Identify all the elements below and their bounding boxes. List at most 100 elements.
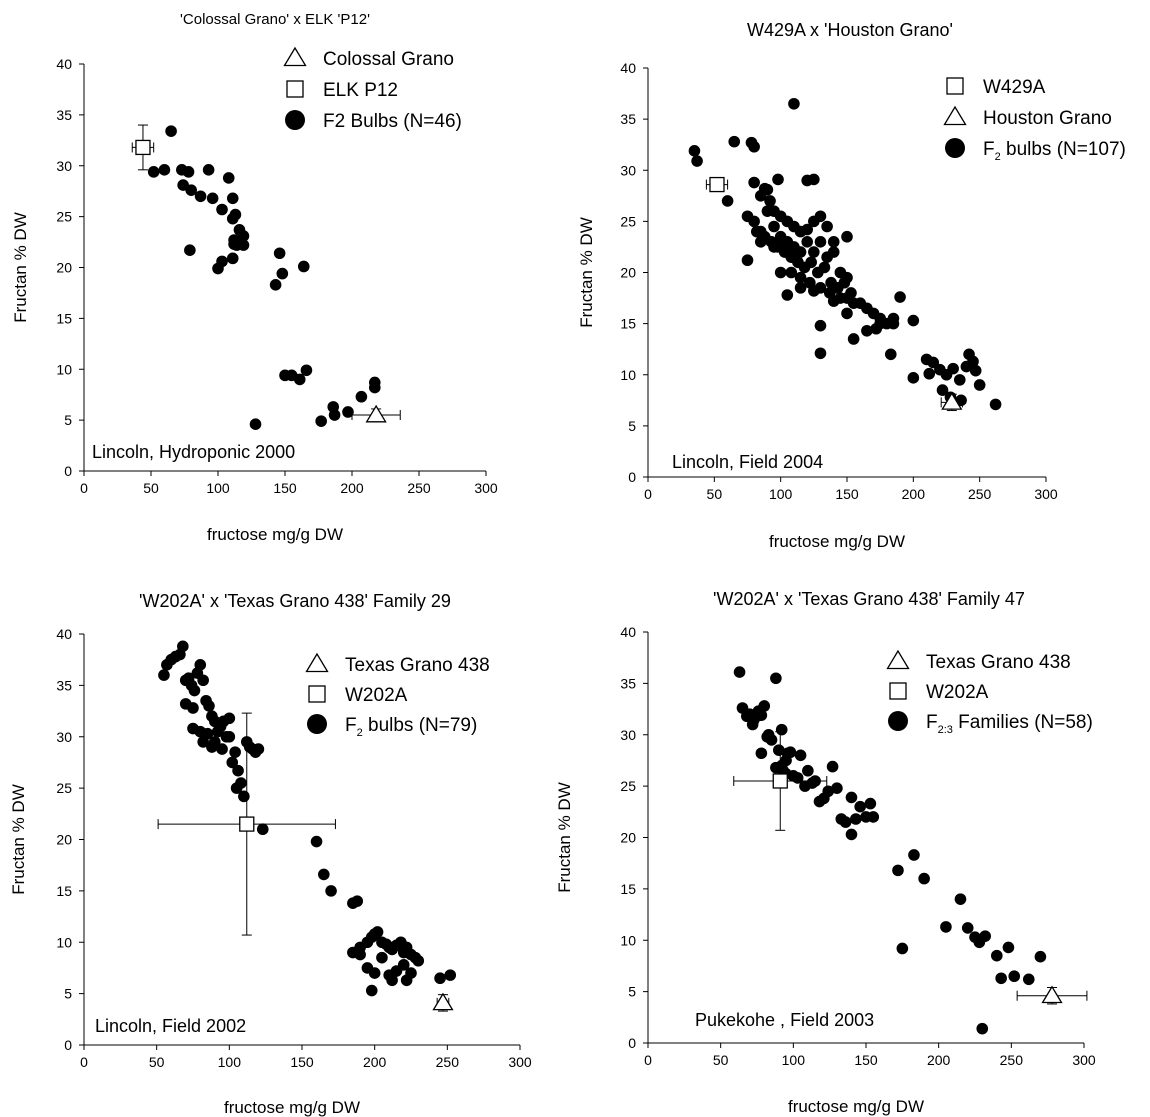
legend-label: F2:3 Families (N=58) [926, 712, 1093, 736]
f2-data-point [444, 969, 457, 981]
f2-data-point [222, 172, 235, 184]
parent-marker-colossal-grano [351, 404, 401, 423]
y-tick-label: 5 [628, 418, 636, 434]
x-tick-label: 250 [968, 486, 992, 502]
y-tick-label: 20 [620, 830, 636, 846]
x-axis-label: fructose mg/g DW [788, 1097, 924, 1116]
f2-data-point [748, 176, 760, 189]
f2-data-point [276, 267, 289, 280]
x-tick-label: 50 [707, 486, 723, 502]
f2-data-point [194, 659, 207, 671]
legend-label-suffix: Families (N=58) [953, 712, 1093, 733]
y-tick-label: 15 [56, 883, 72, 899]
f2-data-point [293, 373, 306, 386]
legend-label-text: F [926, 712, 938, 733]
y-tick-label: 25 [56, 209, 72, 225]
y-tick-label: 15 [620, 881, 636, 897]
y-tick-label: 20 [56, 832, 72, 848]
f2-data-point [805, 256, 817, 269]
f2-data-point [746, 718, 759, 731]
x-tick-label: 200 [363, 1054, 387, 1070]
site-annotation: Lincoln, Field 2002 [95, 1016, 246, 1036]
f2-data-point [1022, 973, 1035, 986]
legend-label: W202A [345, 685, 408, 706]
y-tick-label: 15 [56, 310, 72, 326]
f2-data-point [839, 816, 852, 828]
f2-data-point [976, 1022, 989, 1035]
legend-label-text: Colossal Grano [323, 49, 454, 70]
f2-data-point [376, 951, 388, 964]
f2-data-point [371, 926, 384, 938]
f2-data-point [300, 364, 313, 377]
chart-panel-4: 'W202A' x 'Texas Grano 438' Family 47 0 5 1… [555, 589, 1096, 1116]
f2-data-point [908, 849, 920, 861]
legend-label-text: F [983, 139, 995, 160]
y-tick-label: 35 [56, 677, 72, 693]
legend-label: Texas Grano 438 [345, 655, 490, 676]
x-tick-label: 150 [273, 480, 297, 496]
f2-data-point [995, 972, 1007, 985]
f2-data-point [216, 255, 228, 268]
f2-data-point [252, 743, 265, 755]
f2-data-point [688, 145, 701, 157]
legend: Colossal Grano ELK P12 F2 Bulbs (N=46) [283, 46, 462, 132]
f2-data-point [754, 236, 767, 248]
f2-data-point [351, 895, 364, 907]
f2-data-point [1002, 941, 1015, 954]
f2-data-point [185, 184, 197, 196]
chart-title: 'W202A' x 'Texas Grano 438' Family 29 [139, 591, 451, 611]
f2-data-point [256, 823, 269, 836]
f2-data-point [870, 322, 882, 335]
f2-data-point [973, 379, 986, 391]
f2-data-point [892, 864, 904, 877]
f2-data-point [197, 736, 209, 748]
f2-data-point [907, 372, 920, 384]
legend-label-text: Houston Grano [983, 108, 1112, 129]
f2-data-point [741, 254, 754, 267]
legend: W429A Houston Grano F2 bulbs (N=107) [943, 77, 1126, 163]
y-tick-label: 40 [620, 624, 636, 640]
f2-data-point [197, 674, 209, 687]
x-tick-label: 150 [290, 1054, 314, 1070]
f2-data-point [365, 984, 378, 997]
f2-data-point [991, 949, 1003, 962]
square-marker [135, 139, 151, 156]
f2-data-point [229, 208, 242, 221]
x-tick-label: 200 [927, 1052, 951, 1068]
x-tick-label: 250 [407, 480, 431, 496]
parent-marker-texas-grano-438 [1016, 985, 1088, 1005]
f2-data-point [788, 97, 800, 110]
f2-data-point [822, 785, 835, 798]
chart-panel-3: 'W202A' x 'Texas Grano 438' Family 29 0 5 1… [9, 591, 532, 1117]
f2-data-point [328, 409, 341, 421]
x-tick-label: 100 [206, 480, 230, 496]
f2-data-point [814, 319, 827, 332]
legend-label: W202A [926, 682, 989, 703]
f2-data-point [755, 709, 768, 722]
f2-data-point [1008, 970, 1021, 983]
f2-data-point [206, 192, 219, 205]
y-axis-label: Fructan % DW [9, 784, 28, 895]
f2-data-point [801, 174, 813, 187]
f2-data-point [184, 244, 196, 257]
f2-data-point [818, 261, 831, 274]
x-tick-label: 250 [1000, 1052, 1024, 1068]
y-tick-label: 30 [56, 158, 72, 174]
f2-data-point [386, 974, 398, 987]
parent-marker-houston-grano [940, 392, 963, 412]
legend-circle-icon [307, 714, 327, 734]
f2-data-point [412, 954, 425, 967]
f2-data-point [979, 930, 991, 942]
f2-data-point [794, 271, 807, 284]
parent-marker-texas-grano-438 [432, 992, 454, 1012]
x-tick-label: 100 [782, 1052, 806, 1068]
f2-data-point [887, 312, 900, 325]
f2-data-point [232, 764, 244, 777]
f2-data-point [861, 324, 873, 337]
x-tick-label: 300 [1072, 1052, 1096, 1068]
f2-data-point [249, 418, 262, 430]
f2-data-point [961, 922, 974, 934]
f2-data-point [237, 239, 250, 251]
f2-data-point [831, 782, 843, 794]
f2-data-point [907, 314, 920, 327]
